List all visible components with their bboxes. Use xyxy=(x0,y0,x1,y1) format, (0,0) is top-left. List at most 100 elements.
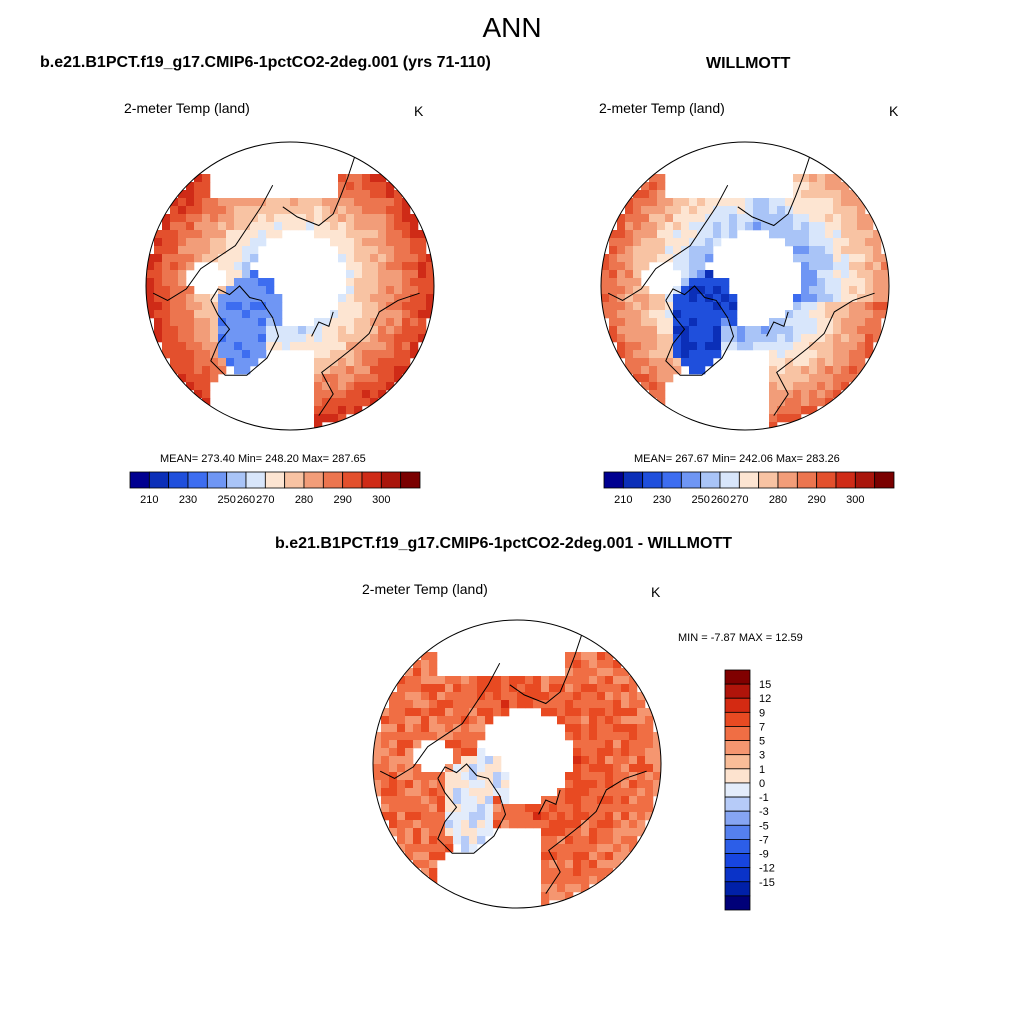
diff-map-cell xyxy=(517,820,526,829)
diff-map-cell xyxy=(589,836,598,845)
diff-map-cell xyxy=(477,716,486,725)
obs-map-cell xyxy=(665,326,674,335)
obs-map-cell xyxy=(713,198,722,207)
diff-map-cell xyxy=(541,692,550,701)
model-colorbar-swatch xyxy=(206,471,228,489)
obs-map-cell xyxy=(777,414,786,423)
diff-map-cell xyxy=(493,756,502,765)
diff-map-cell xyxy=(533,684,542,693)
obs-map-cell xyxy=(721,278,730,287)
model-colorbar: 210 230 250 260 270 280 290 300 xyxy=(129,471,421,506)
diff-map-cell xyxy=(397,700,406,709)
obs-map-cell xyxy=(873,246,882,255)
diff-map-cell xyxy=(461,780,470,789)
diff-map-cell xyxy=(613,820,622,829)
diff-map-cell xyxy=(461,748,470,757)
diff-map-cell xyxy=(445,708,454,717)
diff-map-cell xyxy=(557,796,566,805)
diff-map-cell xyxy=(461,788,470,797)
obs-map-cell xyxy=(857,206,866,215)
model-map-cell xyxy=(394,302,403,311)
obs-map-cell xyxy=(865,230,874,239)
model-map-cell xyxy=(314,318,323,327)
obs-map-cell xyxy=(841,230,850,239)
diff-colorbar-swatch xyxy=(724,839,751,854)
model-map-cell xyxy=(354,334,363,343)
obs-map-cell xyxy=(817,230,826,239)
diff-map-cell xyxy=(581,708,590,717)
obs-map-cell xyxy=(857,230,866,239)
obs-map-cell xyxy=(633,214,642,223)
diff-map-cell xyxy=(621,796,630,805)
diff-map-cell xyxy=(549,700,558,709)
obs-map-cell xyxy=(793,238,802,247)
model-map-cell xyxy=(146,254,155,263)
model-colorbar-tick-label: 210 xyxy=(140,494,158,506)
diff-map-cell xyxy=(413,860,422,869)
obs-map-cell xyxy=(657,374,666,383)
model-colorbar-swatch xyxy=(342,471,363,489)
obs-map-cell xyxy=(641,366,650,375)
obs-map-cell xyxy=(777,230,786,239)
model-map-cell xyxy=(354,294,363,303)
model-map-cell xyxy=(370,374,379,383)
obs-map-cell xyxy=(801,398,810,407)
diff-variable-label: 2-meter Temp (land) xyxy=(362,581,488,597)
model-map-cell xyxy=(186,366,195,375)
diff-colorbar-tick-label: 3 xyxy=(759,750,765,762)
obs-map-cell xyxy=(721,222,730,231)
model-map-cell xyxy=(394,278,403,287)
obs-map-cell xyxy=(657,334,666,343)
diff-map-cell xyxy=(637,748,646,757)
model-map-cell xyxy=(322,366,331,375)
diff-map-cell xyxy=(605,748,614,757)
diff-map-cell xyxy=(605,700,614,709)
model-map-cell xyxy=(274,326,283,335)
model-map-cell xyxy=(402,358,411,367)
diff-map-cell xyxy=(573,820,582,829)
model-map-cell xyxy=(370,222,379,231)
obs-map-cell xyxy=(681,254,690,263)
model-map-cell xyxy=(242,222,251,231)
obs-map-cell xyxy=(817,238,826,247)
obs-map-cell xyxy=(817,310,826,319)
model-map-cell xyxy=(178,214,187,223)
model-map-cell xyxy=(362,334,371,343)
obs-colorbar-swatch xyxy=(661,471,682,489)
diff-map-cell xyxy=(573,684,582,693)
diff-map-cell xyxy=(613,668,622,677)
diff-map-cell xyxy=(541,708,550,717)
diff-map-cell xyxy=(637,820,646,829)
diff-map-cell xyxy=(613,812,622,821)
diff-map-cell xyxy=(405,852,414,861)
model-map-cell xyxy=(354,190,363,199)
diff-map-cell xyxy=(493,676,502,685)
obs-map-cell xyxy=(849,270,858,279)
model-map-cell xyxy=(226,254,235,263)
obs-map-cell xyxy=(809,318,818,327)
obs-map-cell xyxy=(857,366,866,375)
model-map-cell xyxy=(402,206,411,215)
diff-map-cell xyxy=(421,708,430,717)
obs-map-cell xyxy=(841,222,850,231)
diff-map-cell xyxy=(469,692,478,701)
diff-map-cell xyxy=(605,692,614,701)
model-map-cell xyxy=(394,190,403,199)
diff-map-cell xyxy=(397,740,406,749)
diff-map-cell xyxy=(381,812,390,821)
diff-map-cell xyxy=(629,684,638,693)
obs-variable-label: 2-meter Temp (land) xyxy=(599,100,725,116)
model-map-cell xyxy=(402,222,411,231)
obs-map-cell xyxy=(825,206,834,215)
obs-map-cell xyxy=(849,374,858,383)
diff-map-cell xyxy=(629,844,638,853)
model-map-cell xyxy=(234,334,243,343)
model-map-cell xyxy=(338,182,347,191)
diff-colorbar-swatch xyxy=(724,697,751,713)
diff-map-cell xyxy=(541,700,550,709)
diff-map-cell xyxy=(581,812,590,821)
model-map-cell xyxy=(338,374,347,383)
model-map-cell xyxy=(186,190,195,199)
model-map-cell xyxy=(170,246,179,255)
diff-map-cell xyxy=(597,804,606,813)
